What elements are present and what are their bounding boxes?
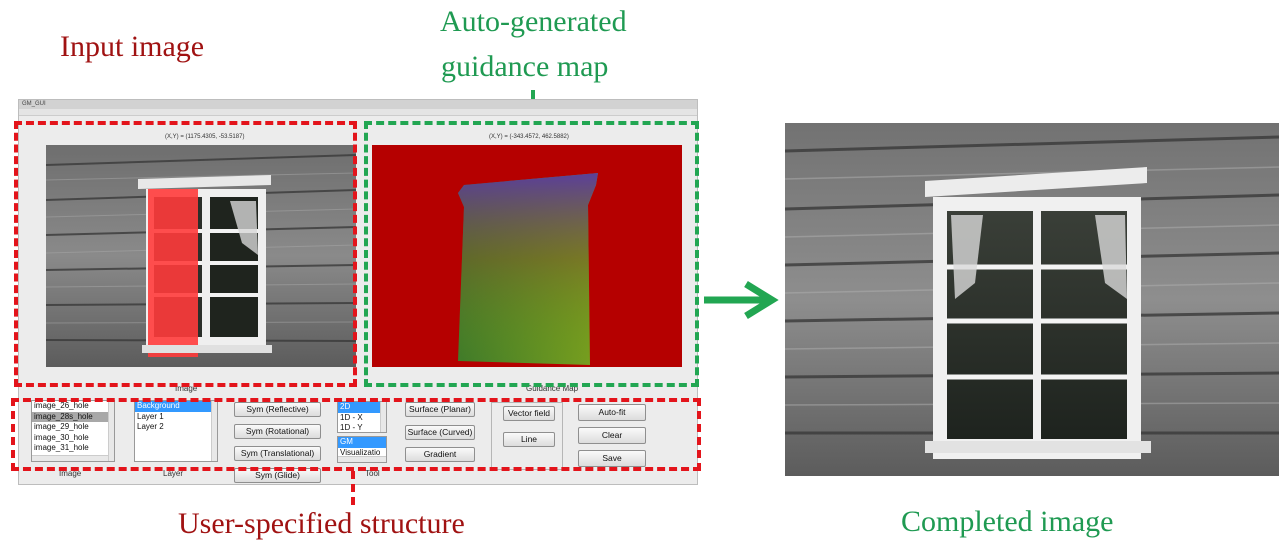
sym-rotational-button[interactable]: Sym (Rotational) [234, 424, 321, 439]
input-image-axes[interactable] [46, 145, 356, 367]
sym-translational-button[interactable]: Sym (Translational) [234, 446, 321, 461]
input-coord-readout: (X,Y) = (1175.4305, -53.5187) [165, 134, 245, 140]
list-item[interactable]: 1D - X [340, 412, 363, 422]
menu-bar [19, 109, 697, 116]
input-axes-label: Image [175, 384, 198, 393]
list-item[interactable]: 1D - Y [340, 423, 363, 432]
save-button[interactable]: Save [578, 450, 646, 467]
list-item[interactable]: image_26_hole [34, 401, 89, 410]
input-image-highlight [14, 121, 357, 387]
image-list-label: Image [59, 469, 82, 478]
gui-window: GM_GUI (X,Y) = (1175.4305, -53.5187) (X,… [18, 99, 698, 485]
list-item[interactable]: Background [135, 401, 217, 412]
surface-curved-button[interactable]: Surface (Curved) [405, 425, 475, 440]
image-list-scrollbar[interactable] [108, 401, 114, 461]
sym-reflective-button[interactable]: Sym (Reflective) [234, 402, 321, 417]
completed-image-caption: Completed image [901, 505, 1114, 538]
input-image-photo [46, 145, 356, 367]
surface-planar-button[interactable]: Surface (Planar) [405, 402, 475, 417]
completed-image-photo [785, 123, 1279, 476]
guidance-axes-label: Guidance Map [526, 384, 579, 393]
layer-list-scrollbar[interactable] [211, 401, 217, 461]
guidance-map-highlight [364, 121, 699, 387]
guidance-map-render [458, 173, 598, 365]
list-item[interactable]: image_31_hole [34, 443, 89, 452]
image-listbox[interactable]: image_26_hole image_28s_hole image_29_ho… [31, 400, 115, 462]
clear-button[interactable]: Clear [578, 427, 646, 444]
list-item[interactable]: 2D [338, 402, 386, 413]
type-listbox[interactable]: 2D 1D - X 1D - Y [337, 401, 387, 433]
image-list-hscrollbar[interactable] [32, 455, 108, 461]
line-button[interactable]: Line [503, 432, 555, 447]
list-item[interactable]: GM [338, 437, 386, 448]
type-list-scrollbar[interactable] [380, 402, 386, 432]
vector-field-button[interactable]: Vector field [503, 406, 555, 421]
right-arrow-icon [704, 281, 779, 319]
list-item[interactable]: image_30_hole [34, 432, 89, 442]
gradient-button[interactable]: Gradient [405, 447, 475, 462]
guidance-coord-readout: (X,Y) = (-343.4572, 462.5882) [489, 134, 569, 140]
list-item[interactable]: Layer 1 [137, 411, 164, 421]
guidance-map-caption-line2: guidance map [441, 50, 609, 83]
list-item[interactable]: Layer 2 [137, 422, 164, 431]
user-structure-caption: User-specified structure [178, 507, 465, 540]
guidance-map-axes[interactable] [372, 145, 682, 367]
view-listbox[interactable]: GM Visualizatio [337, 436, 387, 463]
tool-label: Tool [365, 469, 380, 478]
input-image-caption: Input image [60, 30, 205, 63]
user-structure-connector [351, 471, 355, 505]
list-item[interactable]: image_29_hole [34, 422, 89, 431]
auto-fit-button[interactable]: Auto-fit [578, 404, 646, 421]
user-structure-highlight [11, 398, 701, 471]
view-list-hscrollbar[interactable] [338, 456, 386, 462]
list-item[interactable]: Visualizatio [340, 447, 381, 457]
title-bar: GM_GUI [19, 100, 697, 109]
window-title: GM_GUI [22, 101, 46, 107]
guidance-map-caption-line1: Auto-generated [440, 5, 627, 38]
completed-image [785, 123, 1279, 476]
layer-listbox[interactable]: Background Layer 1 Layer 2 [134, 400, 218, 462]
list-item[interactable]: image_28s_hole [32, 411, 114, 422]
layer-list-label: Layer [163, 469, 184, 478]
